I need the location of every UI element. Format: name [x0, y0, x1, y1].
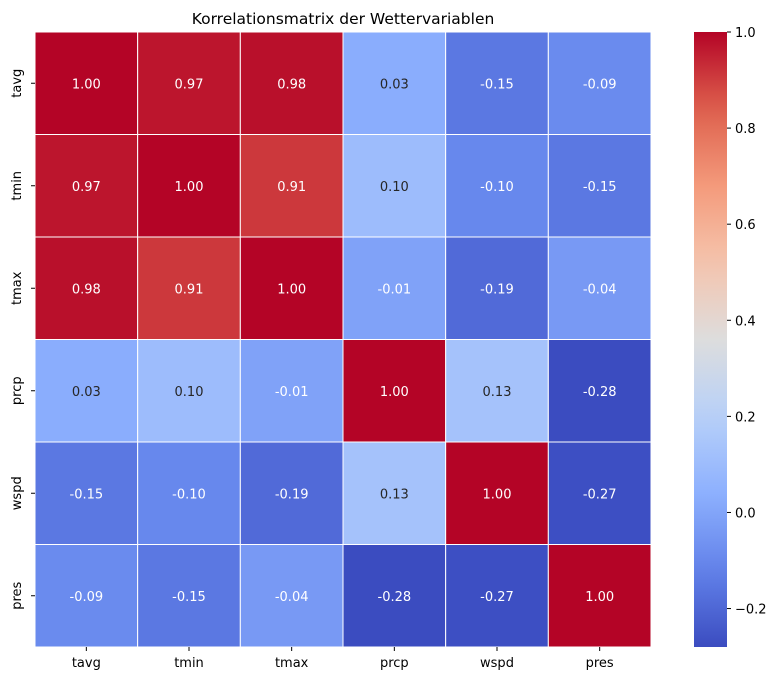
x-tick-label-wspd: wspd [480, 656, 514, 671]
cell-value-label: -0.01 [378, 282, 412, 297]
cell-value-label: 0.03 [72, 385, 101, 400]
cell-value-label: 0.97 [72, 180, 101, 195]
heatmap-cell-pres-tavg [34, 544, 139, 648]
heatmap-cell-tmin-tmin [137, 134, 241, 238]
heatmap-cell-prcp-tavg [34, 339, 139, 443]
cell-value-label: 1.00 [585, 590, 614, 605]
heatmap-cell-tmax-tmin [137, 236, 241, 340]
cell-value-label: -0.15 [583, 180, 617, 195]
cell-value-label: -0.15 [172, 590, 206, 605]
y-tick-label-wspd: wspd [10, 476, 25, 510]
cell-value-label: 0.91 [175, 282, 204, 297]
heatmap-cell-tavg-tavg [34, 31, 139, 135]
heatmap-cell-pres-wspd [445, 544, 549, 648]
y-tick-label-prcp: prcp [10, 376, 25, 405]
y-axis: tavg tmin tmax prcp wspd pres [10, 69, 35, 610]
y-tick-label-tmax: tmax [10, 271, 25, 305]
colorbar-tick-label: 0.0 [735, 506, 756, 521]
heatmap-cell-tavg-tmax [239, 31, 344, 135]
cell-value-label: 0.10 [175, 385, 204, 400]
heatmap-cell-tmax-pres [547, 236, 652, 340]
heatmap-cell-wspd-wspd [445, 441, 549, 545]
cell-value-label: 0.98 [72, 282, 101, 297]
cell-value-label: -0.19 [480, 282, 514, 297]
cell-value-label: -0.04 [583, 282, 617, 297]
heatmap-cell-tmin-pres [547, 134, 652, 238]
heatmap-cell-wspd-tavg [34, 441, 139, 545]
heatmap-cell-prcp-prcp [342, 339, 447, 443]
cell-value-label: 0.13 [483, 385, 512, 400]
colorbar-tick-label: 0.8 [735, 122, 756, 137]
chart-title: Korrelationsmatrix der Wettervariablen [192, 10, 495, 28]
heatmap-cell-prcp-wspd [445, 339, 549, 443]
cell-value-label: 1.00 [277, 282, 306, 297]
heatmap-cell-tavg-pres [547, 31, 652, 135]
cell-value-label: -0.19 [275, 487, 309, 502]
cell-value-label: 0.13 [380, 487, 409, 502]
cell-value-label: -0.28 [583, 385, 617, 400]
cell-value-label: 0.97 [175, 77, 204, 92]
colorbar-tick-label: 0.4 [735, 314, 756, 329]
cell-value-label: 1.00 [380, 385, 409, 400]
heatmap-cell-pres-pres [547, 544, 652, 648]
heatmap-cell-wspd-prcp [342, 441, 447, 545]
heatmap-cell-wspd-tmax [239, 441, 344, 545]
heatmap-cell-prcp-pres [547, 339, 652, 443]
heatmap-cell-tavg-tmin [137, 31, 241, 135]
cell-value-label: 1.00 [72, 77, 101, 92]
heatmap-cell-tmax-prcp [342, 236, 447, 340]
cell-value-label: -0.09 [70, 590, 104, 605]
cell-value-label: -0.15 [480, 77, 514, 92]
colorbar-tick-label: 0.2 [735, 410, 756, 425]
heatmap-cell-tmax-tmax [239, 236, 344, 340]
colorbar-tick-label: −0.2 [735, 603, 767, 618]
y-tick-label-pres: pres [10, 581, 25, 609]
x-axis: tavg tmin tmax prcp wspd pres [72, 647, 614, 671]
heatmap-cell-tmax-wspd [445, 236, 549, 340]
colorbar: −0.2 0.0 0.2 0.4 0.6 0.8 1.0 [694, 26, 767, 647]
colorbar-ticks: −0.2 0.0 0.2 0.4 0.6 0.8 1.0 [727, 26, 767, 618]
y-tick-label-tavg: tavg [10, 69, 25, 98]
heatmap-cell-tmin-prcp [342, 134, 447, 238]
heatmap-cell-wspd-pres [547, 441, 652, 545]
cell-value-label: 1.00 [483, 487, 512, 502]
cell-value-label: -0.01 [275, 385, 309, 400]
x-tick-label-tmin: tmin [174, 656, 204, 671]
cell-value-label: -0.15 [70, 487, 104, 502]
cell-value-label: 0.98 [277, 77, 306, 92]
heatmap-cells: 1.00 0.97 0.98 0.03 -0.15 -0.09 0.97 1.00 0.91 0.… [34, 31, 652, 648]
x-tick-label-tmax: tmax [275, 656, 309, 671]
cell-value-label: -0.10 [480, 180, 514, 195]
x-tick-label-prcp: prcp [380, 656, 409, 671]
heatmap-cell-prcp-tmax [239, 339, 344, 443]
cell-value-label: -0.27 [583, 487, 617, 502]
x-tick-label-tavg: tavg [72, 656, 101, 671]
cell-value-label: 0.91 [277, 180, 306, 195]
colorbar-gradient [694, 32, 727, 647]
heatmap-cell-tavg-wspd [445, 31, 549, 135]
heatmap-cell-tmax-tavg [34, 236, 139, 340]
heatmap-cell-tavg-prcp [342, 31, 447, 135]
cell-value-label: 0.03 [380, 77, 409, 92]
x-tick-label-pres: pres [586, 656, 614, 671]
cell-value-label: -0.09 [583, 77, 617, 92]
cell-value-label: -0.27 [480, 590, 514, 605]
cell-value-label: -0.10 [172, 487, 206, 502]
cell-value-label: -0.28 [378, 590, 412, 605]
heatmap-cell-prcp-tmin [137, 339, 241, 443]
cell-value-label: 1.00 [175, 180, 204, 195]
y-tick-label-tmin: tmin [10, 171, 25, 201]
cell-value-label: -0.04 [275, 590, 309, 605]
colorbar-tick-label: 1.0 [735, 26, 756, 41]
cell-value-label: 0.10 [380, 180, 409, 195]
colorbar-tick-label: 0.6 [735, 218, 756, 233]
